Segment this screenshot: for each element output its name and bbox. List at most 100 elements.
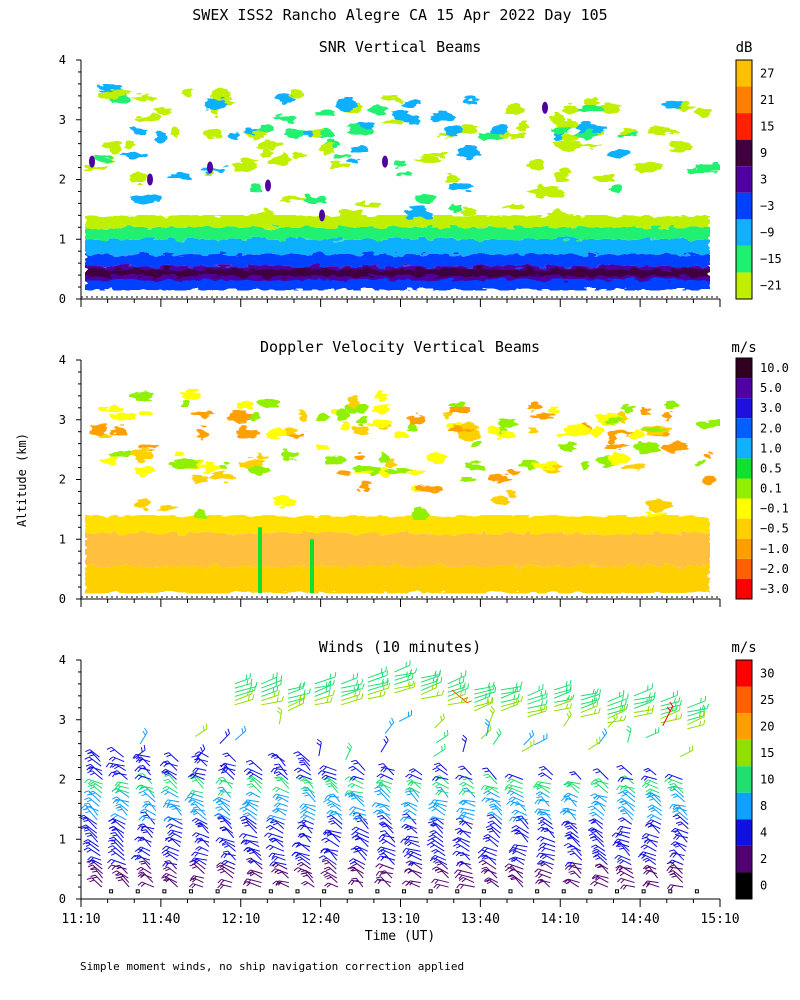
barb-flag [317, 770, 322, 775]
wind-barb [293, 767, 312, 776]
barb-flag [594, 875, 599, 880]
wind-barb [394, 668, 418, 677]
barb-staff [143, 860, 151, 870]
barb-flag [407, 788, 413, 793]
barb-flag [664, 778, 669, 783]
barb-flag [382, 768, 387, 773]
barb-staff [413, 768, 423, 776]
wind-barb [105, 762, 125, 769]
speckle-blob [398, 172, 414, 178]
wind-barb [326, 814, 343, 825]
barb-flag [162, 770, 168, 774]
barb-flag [616, 764, 622, 768]
barb-staff [219, 806, 231, 816]
barb-flag [620, 800, 626, 804]
wind-barb [141, 829, 153, 839]
barb-flag [325, 868, 331, 872]
wind-barb [287, 693, 306, 708]
barb-staff [142, 871, 154, 883]
barb-flag [511, 825, 517, 829]
wind-barb [90, 868, 103, 879]
wind-barb [500, 686, 518, 699]
wind-barb [378, 821, 393, 830]
barb-flag [376, 876, 382, 879]
barb-flag [297, 868, 302, 873]
speckle-blob [291, 152, 310, 159]
barb-flag [536, 810, 542, 815]
barb-flag [510, 844, 515, 850]
wind-barb [480, 785, 498, 791]
barb-flag [410, 862, 415, 867]
barb-flag [86, 799, 92, 803]
barb-flag [411, 673, 414, 679]
barb-flag [227, 728, 231, 734]
colorbar-swatch [736, 498, 752, 519]
speckle-blob [464, 462, 486, 469]
barb-flag [273, 776, 280, 779]
barb-staff [367, 674, 388, 683]
barb-flag [490, 706, 495, 711]
barb-flag [357, 685, 360, 691]
barb-flag [622, 695, 624, 701]
wind-barb [291, 842, 311, 848]
barb-staff [563, 714, 572, 727]
barb-flag [649, 794, 655, 798]
barb-flag [431, 848, 437, 853]
wind-barb [455, 774, 473, 781]
barb-flag [431, 776, 436, 781]
barb-staff [277, 802, 288, 807]
wind-barb [374, 790, 390, 803]
heatmap-layer-6 [85, 227, 710, 240]
barb-flag [254, 685, 256, 691]
barb-flag [218, 803, 224, 806]
speckle-blob [229, 131, 241, 140]
speckle-blob [607, 149, 629, 157]
barb-flag [432, 859, 438, 863]
wind-barb [269, 861, 287, 867]
barb-staff [251, 783, 262, 794]
barb-staff [447, 674, 466, 685]
y-tick-label: 1 [59, 832, 66, 846]
barb-flag [304, 789, 310, 792]
barb-flag [407, 675, 410, 681]
barb-staff [200, 837, 210, 848]
barb-flag [506, 790, 512, 795]
barb-staff [591, 827, 603, 834]
barb-flag [323, 831, 329, 836]
barb-staff [485, 722, 490, 737]
barb-staff [511, 874, 523, 883]
speckle-blob [132, 194, 161, 203]
speckle-blob [379, 119, 405, 125]
wind-barb [536, 860, 554, 866]
wind-barb [84, 832, 99, 843]
barb-flag [110, 852, 116, 856]
speckle-blob [414, 193, 435, 204]
barb-flag [272, 687, 275, 693]
speckle-blob [422, 152, 448, 158]
barb-flag [454, 827, 460, 831]
wind-barb [299, 809, 316, 816]
barb-staff [223, 839, 236, 848]
barb-flag [350, 880, 355, 886]
barb-flag [619, 847, 625, 850]
barb-flag [90, 874, 96, 877]
wind-barb [189, 877, 204, 884]
barb-flag [458, 775, 463, 781]
y-tick-label: 3 [59, 713, 66, 727]
wind-barb [298, 761, 311, 771]
wind-barb [109, 836, 124, 848]
barb-staff [195, 767, 207, 772]
barb-flag [164, 774, 170, 777]
barb-staff [407, 868, 423, 875]
barb-staff [677, 814, 689, 825]
speckle-blob [529, 159, 544, 171]
barb-flag [299, 759, 305, 762]
barb-flag [222, 752, 228, 756]
barb-staff [596, 875, 609, 884]
barb-staff [508, 786, 524, 794]
barb-flag [302, 779, 308, 782]
snr-spike [207, 161, 213, 174]
wind-barb [534, 733, 548, 746]
barb-flag [85, 763, 91, 767]
barb-flag [540, 773, 546, 778]
